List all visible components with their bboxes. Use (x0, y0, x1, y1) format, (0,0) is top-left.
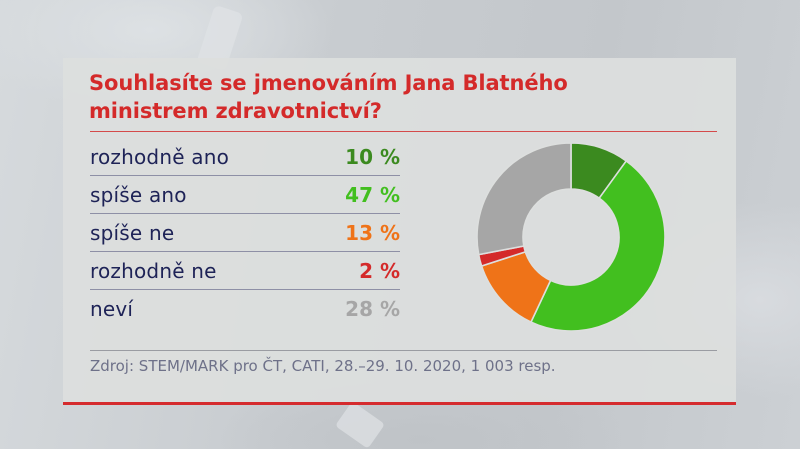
title-line-2: ministrem zdravotnictví? (89, 99, 382, 123)
donut-slice-neví (476, 142, 572, 256)
result-row-nevi: neví 28 % (90, 290, 400, 328)
result-row-rozhodne-ne: rozhodně ne 2 % (90, 252, 400, 290)
row-label: neví (90, 297, 134, 321)
row-value: 47 % (345, 182, 400, 207)
donut-chart (476, 142, 666, 332)
poll-question-title: Souhlasíte se jmenováním Jana Blatného m… (89, 69, 568, 125)
poll-panel: Souhlasíte se jmenováním Jana Blatného m… (63, 58, 736, 405)
row-value: 28 % (345, 297, 400, 321)
row-value: 13 % (345, 220, 400, 245)
result-row-rozhodne-ano: rozhodně ano 10 % (90, 138, 400, 176)
row-label: spíše ne (90, 220, 175, 245)
result-row-spise-ne: spíše ne 13 % (90, 214, 400, 252)
source-divider (90, 350, 717, 351)
row-label: spíše ano (90, 182, 187, 207)
result-row-spise-ano: spíše ano 47 % (90, 176, 400, 214)
row-value: 10 % (345, 144, 400, 169)
source-note: Zdroj: STEM/MARK pro ČT, CATI, 28.–29. 1… (90, 357, 556, 375)
title-line-1: Souhlasíte se jmenováním Jana Blatného (89, 71, 568, 95)
row-label: rozhodně ano (90, 144, 230, 169)
donut-slice-spíše-ano (529, 159, 666, 332)
results-table: rozhodně ano 10 % spíše ano 47 % spíše n… (90, 138, 400, 328)
title-divider (90, 131, 717, 132)
row-label: rozhodně ne (90, 258, 217, 283)
row-value: 2 % (359, 258, 400, 283)
map-shape (335, 401, 385, 449)
